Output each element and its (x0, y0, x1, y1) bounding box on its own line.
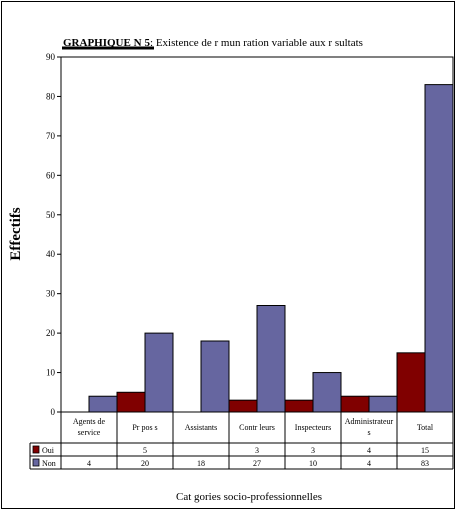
x-tick-label: Assistants (185, 423, 217, 432)
x-tick-label: Total (417, 423, 434, 432)
data-label: 4 (367, 446, 371, 455)
data-label: 4 (87, 459, 91, 468)
legend-label: Oui (42, 446, 55, 455)
bar-non (256, 305, 286, 413)
bars (88, 84, 454, 413)
y-tick-label: 90 (46, 52, 56, 62)
x-tick-label: Agents de (73, 417, 106, 426)
bar-non (312, 372, 342, 413)
x-axis-label: Cat gories socio-professionnelles (176, 491, 322, 503)
data-label: 15 (421, 446, 429, 455)
data-label: 10 (309, 459, 317, 468)
bar-oui (284, 399, 314, 413)
bar-non (200, 340, 230, 413)
data-label: 27 (253, 459, 261, 468)
legend-key-non (32, 458, 40, 467)
data-label: 3 (255, 446, 259, 455)
chart-title: GRAPHIQUE N 5: Existence de r mun ration … (62, 37, 363, 50)
x-tick-label: Contr leurs (239, 423, 275, 432)
bar-non (88, 395, 118, 413)
data-label: 18 (197, 459, 205, 468)
data-label: 4 (367, 459, 371, 468)
y-tick-label: 20 (46, 328, 56, 338)
x-tick-label: s (367, 428, 370, 437)
bar-oui (340, 395, 370, 413)
data-label: 20 (141, 459, 149, 468)
y-tick-label: 70 (46, 131, 56, 141)
x-tick-label: service (78, 428, 101, 437)
data-label: 3 (311, 446, 315, 455)
data-label: 83 (421, 459, 429, 468)
y-tick-label: 40 (46, 249, 56, 259)
bar-non (368, 395, 398, 413)
bar-oui (228, 399, 258, 413)
legend-label: Non (42, 459, 56, 468)
bar-non (144, 332, 174, 413)
y-axis-label: Effectifs (8, 207, 24, 260)
y-axis: 0 10 20 30 40 50 60 70 80 90 (46, 52, 61, 417)
y-tick-label: 10 (46, 368, 56, 378)
bar-oui (396, 352, 426, 413)
y-tick-label: 50 (46, 210, 56, 220)
bar-non (424, 84, 454, 413)
x-tick-label: Pr pos s (132, 423, 157, 432)
y-tick-label: 30 (46, 289, 56, 299)
data-label: 5 (143, 446, 147, 455)
legend-key-oui (32, 445, 40, 454)
svg-text:GRAPHIQUE N5: Existence de r: GRAPHIQUE N 5: Existence de r mun ration … (63, 37, 363, 49)
y-tick-label: 60 (46, 170, 56, 180)
x-tick-label: Administrateur (345, 417, 394, 426)
title-rest: : Existence de r mun ration variable aux… (150, 37, 363, 49)
data-table: Agents de service Pr pos s Assistants Contr … (29, 412, 454, 470)
y-tick-label: 0 (51, 407, 56, 417)
title-number: 5 (145, 37, 151, 49)
y-tick-label: 80 (46, 91, 56, 101)
bar-oui (116, 391, 146, 413)
x-tick-label: Inspecteurs (295, 423, 331, 432)
title-prefix: GRAPHIQUE N (63, 37, 142, 49)
